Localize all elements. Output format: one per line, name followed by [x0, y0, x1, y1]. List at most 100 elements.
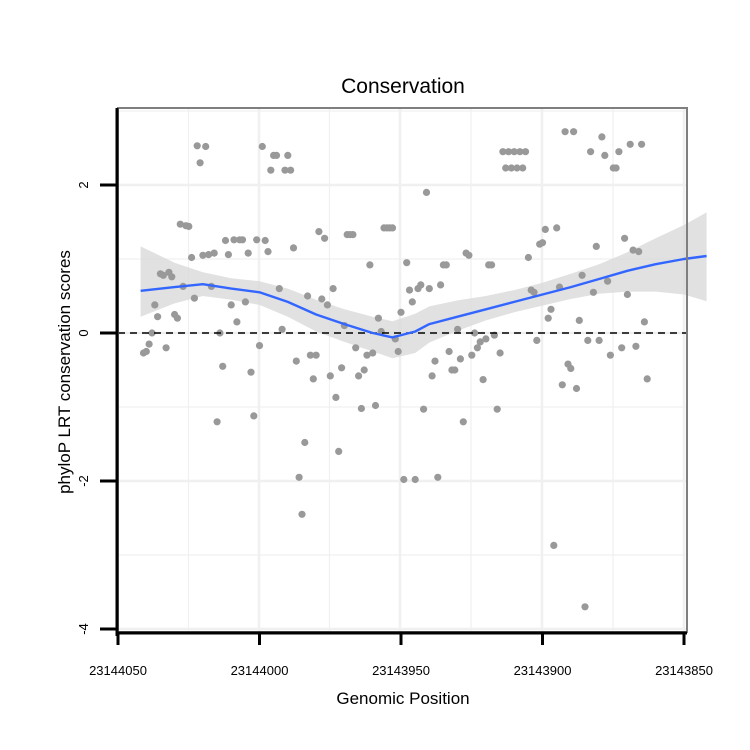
data-point — [465, 251, 473, 259]
data-point — [284, 151, 292, 159]
data-point — [400, 475, 408, 484]
data-point — [606, 351, 615, 359]
data-point — [544, 314, 552, 322]
data-point — [332, 393, 340, 401]
data-point — [504, 148, 513, 156]
data-point — [615, 148, 623, 156]
y-tick-label: -2 — [76, 475, 91, 487]
data-point — [233, 318, 241, 326]
data-point — [640, 318, 649, 326]
data-point — [595, 336, 603, 344]
data-point — [205, 251, 213, 259]
data-point — [173, 314, 181, 322]
data-point — [213, 418, 221, 426]
data-point — [408, 298, 416, 306]
data-point — [451, 366, 459, 374]
data-point — [306, 351, 314, 359]
data-point — [193, 142, 201, 150]
y-axis-label: phyloP LRT conservation scores — [55, 250, 74, 494]
data-point — [312, 351, 320, 359]
data-point — [420, 405, 428, 413]
data-point — [295, 473, 303, 481]
data-point — [476, 338, 484, 346]
data-point — [442, 261, 450, 269]
data-point — [352, 344, 360, 352]
data-point — [292, 357, 300, 365]
data-point — [329, 285, 337, 293]
panel-border — [117, 107, 688, 633]
data-point — [196, 159, 204, 167]
confidence-band — [140, 212, 707, 359]
data-point — [151, 301, 159, 309]
data-point — [250, 412, 258, 420]
data-point — [202, 142, 210, 151]
data-point — [428, 372, 436, 380]
data-point — [618, 344, 626, 352]
data-point — [459, 418, 467, 426]
data-point — [578, 271, 586, 279]
data-point — [626, 140, 634, 148]
data-point — [397, 308, 405, 316]
data-point — [287, 166, 295, 174]
data-point — [148, 329, 156, 337]
data-point — [417, 281, 425, 289]
x-tick-label: 23143900 — [514, 663, 572, 678]
data-point — [247, 368, 255, 376]
data-point — [550, 541, 558, 550]
data-point — [363, 351, 371, 359]
data-point — [298, 510, 306, 518]
data-point — [601, 151, 609, 159]
data-point — [629, 246, 637, 254]
data-point — [572, 384, 581, 393]
data-point — [142, 347, 150, 356]
data-point — [255, 342, 264, 350]
data-point — [374, 314, 382, 322]
data-point — [227, 301, 235, 309]
data-point — [162, 344, 170, 352]
data-point — [366, 261, 374, 269]
data-point — [261, 236, 269, 245]
data-point — [238, 236, 247, 244]
data-point — [604, 277, 612, 285]
data-point — [493, 405, 501, 413]
y-tick-label: 0 — [76, 329, 91, 336]
x-tick-label: 23143950 — [372, 663, 430, 678]
confidence-band-layer — [140, 212, 707, 359]
data-point — [289, 244, 298, 252]
data-point — [598, 133, 606, 141]
data-point — [244, 249, 252, 257]
data-point — [592, 242, 600, 250]
y-axis: -4 -2 0 2 — [76, 108, 119, 636]
data-point — [278, 325, 286, 333]
data-point — [431, 357, 439, 365]
smooth-line-layer — [118, 254, 707, 339]
data-point — [199, 251, 207, 259]
data-point — [224, 251, 232, 259]
data-points-layer — [139, 128, 651, 611]
data-point — [221, 236, 230, 245]
data-point — [547, 305, 555, 313]
data-point — [488, 261, 496, 269]
data-point — [253, 236, 261, 244]
data-point — [275, 285, 283, 293]
data-point — [521, 148, 530, 156]
data-point — [575, 316, 583, 324]
data-point — [561, 128, 569, 136]
data-point — [516, 148, 524, 156]
data-point — [315, 228, 323, 236]
data-point — [301, 438, 309, 447]
data-point — [519, 164, 527, 172]
data-point — [411, 475, 419, 484]
data-point — [437, 281, 445, 289]
data-point — [541, 225, 549, 233]
data-point — [355, 372, 363, 380]
data-point — [538, 239, 547, 247]
data-point — [154, 313, 162, 321]
data-point — [632, 342, 640, 350]
data-point — [403, 259, 411, 267]
data-point — [496, 349, 504, 357]
data-point — [482, 335, 490, 343]
data-point — [349, 231, 357, 239]
x-axis-label: Genomic Position — [336, 689, 469, 708]
